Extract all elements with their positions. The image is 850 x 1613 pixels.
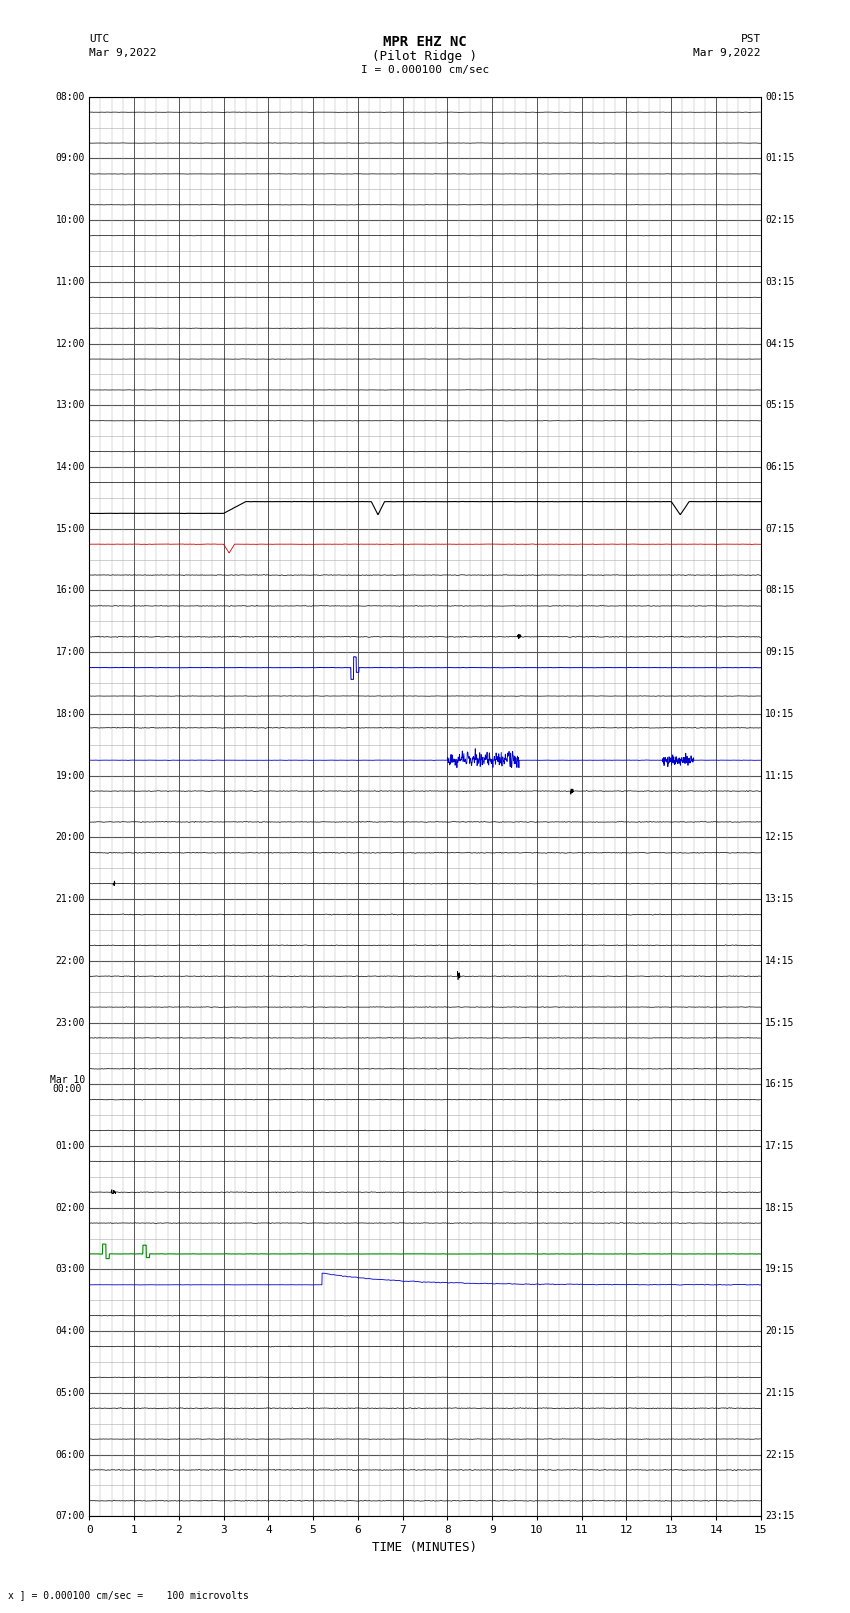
Text: 16:00: 16:00: [55, 586, 85, 595]
Text: 10:15: 10:15: [765, 710, 795, 719]
Text: 18:15: 18:15: [765, 1203, 795, 1213]
Text: 21:15: 21:15: [765, 1387, 795, 1398]
Text: 20:15: 20:15: [765, 1326, 795, 1336]
Text: 17:15: 17:15: [765, 1140, 795, 1152]
Text: 13:15: 13:15: [765, 894, 795, 903]
Text: 06:00: 06:00: [55, 1450, 85, 1460]
Text: 15:00: 15:00: [55, 524, 85, 534]
Text: 16:15: 16:15: [765, 1079, 795, 1089]
Text: x ] = 0.000100 cm/sec =    100 microvolts: x ] = 0.000100 cm/sec = 100 microvolts: [8, 1590, 249, 1600]
Text: 02:15: 02:15: [765, 215, 795, 226]
Text: 21:00: 21:00: [55, 894, 85, 903]
Text: Mar 9,2022: Mar 9,2022: [694, 48, 761, 58]
Text: 20:00: 20:00: [55, 832, 85, 842]
Text: 09:15: 09:15: [765, 647, 795, 656]
Text: 04:15: 04:15: [765, 339, 795, 348]
Text: 05:00: 05:00: [55, 1387, 85, 1398]
Text: 04:00: 04:00: [55, 1326, 85, 1336]
Text: 23:00: 23:00: [55, 1018, 85, 1027]
Text: 01:00: 01:00: [55, 1140, 85, 1152]
Text: 09:00: 09:00: [55, 153, 85, 163]
Text: 07:15: 07:15: [765, 524, 795, 534]
Text: (Pilot Ridge ): (Pilot Ridge ): [372, 50, 478, 63]
Text: 03:15: 03:15: [765, 277, 795, 287]
Text: 05:15: 05:15: [765, 400, 795, 410]
Text: MPR EHZ NC: MPR EHZ NC: [383, 35, 467, 50]
Text: 03:00: 03:00: [55, 1265, 85, 1274]
Text: 01:15: 01:15: [765, 153, 795, 163]
Text: 02:00: 02:00: [55, 1203, 85, 1213]
Text: 19:15: 19:15: [765, 1265, 795, 1274]
Text: 23:15: 23:15: [765, 1511, 795, 1521]
Text: 00:15: 00:15: [765, 92, 795, 102]
Text: 18:00: 18:00: [55, 710, 85, 719]
Text: 08:15: 08:15: [765, 586, 795, 595]
Text: Mar 10
00:00: Mar 10 00:00: [50, 1074, 85, 1094]
Text: 06:15: 06:15: [765, 461, 795, 473]
Text: Mar 9,2022: Mar 9,2022: [89, 48, 156, 58]
Text: PST: PST: [740, 34, 761, 44]
Text: UTC: UTC: [89, 34, 110, 44]
Text: 11:00: 11:00: [55, 277, 85, 287]
Text: 11:15: 11:15: [765, 771, 795, 781]
Text: 13:00: 13:00: [55, 400, 85, 410]
Text: 07:00: 07:00: [55, 1511, 85, 1521]
Text: 22:15: 22:15: [765, 1450, 795, 1460]
Text: I = 0.000100 cm/sec: I = 0.000100 cm/sec: [361, 65, 489, 74]
Text: 17:00: 17:00: [55, 647, 85, 656]
Text: 14:00: 14:00: [55, 461, 85, 473]
Text: 19:00: 19:00: [55, 771, 85, 781]
X-axis label: TIME (MINUTES): TIME (MINUTES): [372, 1540, 478, 1553]
Text: 14:15: 14:15: [765, 957, 795, 966]
Text: 12:00: 12:00: [55, 339, 85, 348]
Text: 22:00: 22:00: [55, 957, 85, 966]
Text: 15:15: 15:15: [765, 1018, 795, 1027]
Text: 12:15: 12:15: [765, 832, 795, 842]
Text: 08:00: 08:00: [55, 92, 85, 102]
Text: 10:00: 10:00: [55, 215, 85, 226]
